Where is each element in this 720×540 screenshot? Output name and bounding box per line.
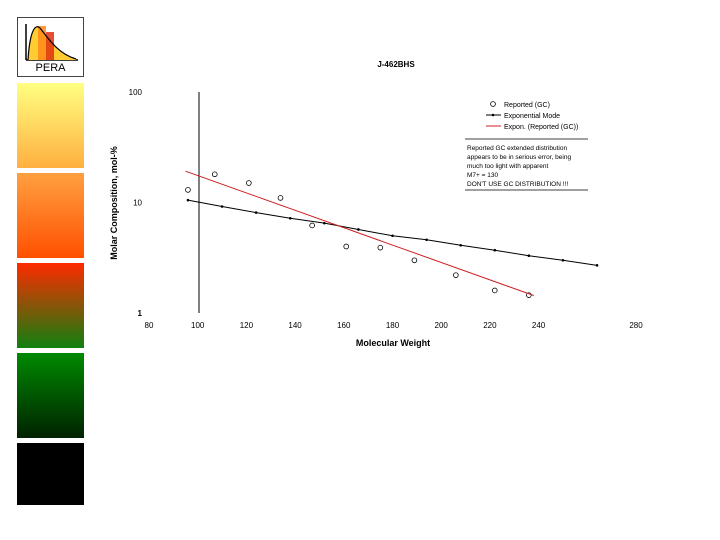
sidebar-block-yellow	[17, 83, 84, 168]
y-tick-label: 10	[133, 199, 142, 208]
x-tick-label: 180	[386, 321, 400, 330]
x-tick-label: 80	[145, 321, 154, 330]
point-exponential-model	[357, 228, 360, 231]
legend-entry-trend: Expon. (Reported (GC))	[504, 124, 578, 131]
point-exponential-model	[493, 248, 497, 252]
annotation-box: Reported GC extended distribution appear…	[465, 138, 588, 191]
x-tick-label: 140	[288, 321, 302, 330]
distribution-logo-icon	[25, 24, 78, 61]
x-tick-label: 280	[629, 321, 643, 330]
point-exponential-model	[186, 198, 190, 202]
legend-marker-exponential	[491, 113, 495, 117]
legend: Reported (GC) Exponential Mode Expon. (R…	[486, 101, 578, 131]
point-reported-gc	[277, 195, 284, 201]
point-exponential-model	[425, 238, 428, 242]
legend-entry-exponential: Exponential Mode	[504, 113, 560, 120]
point-reported-gc	[411, 257, 418, 264]
x-tick-label: 100	[191, 321, 205, 330]
legend-marker-reported	[490, 101, 496, 107]
point-reported-gc	[211, 171, 218, 178]
y-axis-label: Molar Composition, mol-%	[109, 146, 119, 260]
y-tick-label: 1	[138, 309, 143, 318]
point-reported-gc	[246, 180, 252, 186]
point-reported-gc	[377, 244, 384, 251]
sidebar-block-red	[17, 263, 84, 348]
point-exponential-model	[288, 216, 292, 220]
point-exponential-model	[323, 221, 326, 225]
point-exponential-model	[391, 234, 394, 238]
point-exponential-model	[459, 243, 462, 247]
point-exponential-model	[595, 264, 599, 267]
x-tick-label: 240	[532, 321, 546, 330]
point-exponential-model	[220, 205, 224, 208]
annotation-line: Reported GC extended distribution	[467, 145, 567, 152]
point-reported-gc	[309, 222, 315, 229]
logo-label: PERA	[35, 62, 66, 74]
pera-logo: PERA	[17, 17, 84, 77]
annotation-line: appears to be in serious error, being	[467, 154, 571, 161]
series-layer	[185, 170, 599, 298]
x-tick-label: 160	[337, 321, 351, 330]
annotation-line: M7+ = 130	[467, 172, 498, 179]
point-reported-gc	[491, 287, 498, 294]
point-exponential-model	[254, 211, 258, 214]
point-reported-gc	[343, 243, 350, 250]
chart-title: J-462BHS	[377, 60, 415, 69]
x-tick-labels: 80 100 120 140 160 180 200 220 240 280	[145, 321, 644, 330]
point-exponential-model	[527, 254, 531, 258]
point-reported-gc	[453, 272, 459, 278]
point-exponential-model	[561, 258, 565, 262]
point-reported-gc	[526, 292, 532, 298]
annotation-line: much too light with apparent	[467, 163, 548, 170]
y-tick-labels: 100 10 1	[129, 88, 143, 318]
x-tick-label: 220	[483, 321, 497, 330]
annotation-line: DON'T USE GC DISTRIBUTION !!!	[467, 181, 568, 188]
sidebar-block-green	[17, 353, 84, 438]
line-exponential-model	[187, 199, 598, 266]
x-tick-label: 120	[240, 321, 254, 330]
x-axis-label: Molecular Weight	[356, 338, 430, 348]
sidebar-block-orange	[17, 173, 84, 258]
trendline-reported	[185, 170, 534, 296]
point-reported-gc	[185, 187, 191, 193]
legend-entry-reported: Reported (GC)	[504, 102, 550, 109]
y-tick-label: 100	[129, 88, 143, 97]
sidebar-block-black	[17, 443, 84, 505]
x-tick-label: 200	[435, 321, 449, 330]
